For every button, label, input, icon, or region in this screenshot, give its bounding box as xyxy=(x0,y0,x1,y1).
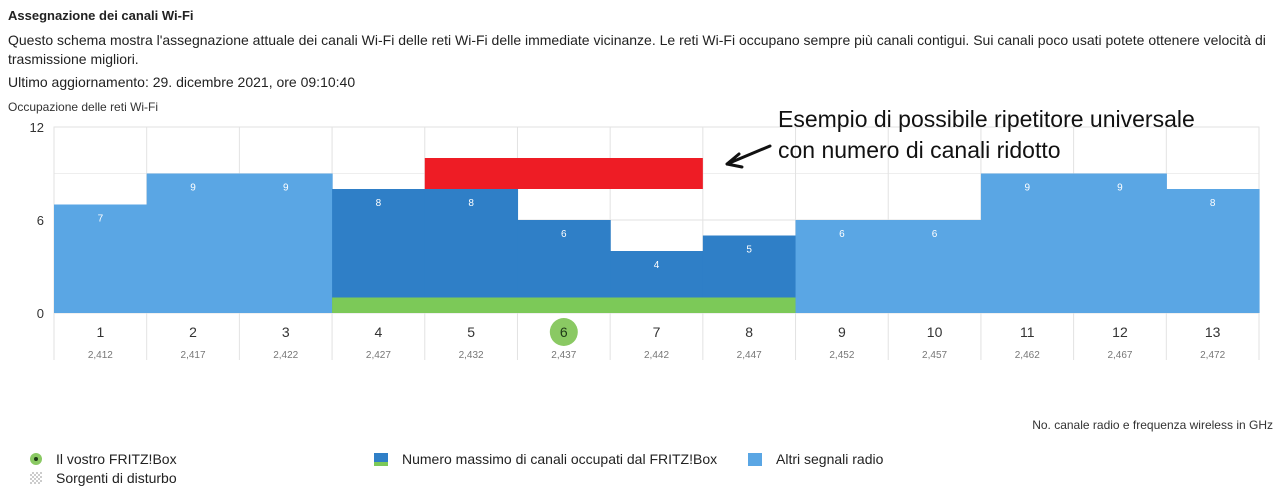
fritzbox-dot-icon xyxy=(30,453,42,465)
x-tick-label: 8 xyxy=(745,324,753,340)
legend-noise-label: Sorgenti di disturbo xyxy=(56,470,177,486)
x-tick-label: 7 xyxy=(653,324,661,340)
x-tick-label: 4 xyxy=(375,324,383,340)
repeater-annotation: Esempio di possibile ripetitore universa… xyxy=(778,104,1195,166)
current-channel-marker xyxy=(549,318,578,346)
annotation-arrow-icon xyxy=(725,144,772,169)
x-tick-label: 13 xyxy=(1205,324,1221,340)
legend-noise: Sorgenti di disturbo xyxy=(30,470,177,486)
legend-max-channels-label: Numero massimo di canali occupati dal FR… xyxy=(402,451,718,467)
chart-bar xyxy=(888,220,982,313)
bar-value-label: 7 xyxy=(98,214,104,225)
frequency-label: 2,447 xyxy=(737,350,762,361)
frequency-label: 2,462 xyxy=(1015,350,1040,361)
repeater-highlight xyxy=(424,158,703,189)
chart-title: Occupazione delle reti Wi-Fi xyxy=(8,100,159,114)
bar-value-label: 9 xyxy=(1117,183,1123,194)
chart-bar xyxy=(980,173,1075,313)
frequency-label: 2,472 xyxy=(1200,350,1225,361)
frequency-label: 2,452 xyxy=(829,350,854,361)
chart-bar xyxy=(795,220,889,313)
chart-bar xyxy=(239,173,333,313)
legend-fritzbox-label: Il vostro FRITZ!Box xyxy=(56,451,177,467)
bar-value-label: 6 xyxy=(839,229,845,240)
x-tick-label: 3 xyxy=(282,324,290,340)
bar-value-label: 6 xyxy=(561,229,567,240)
y-tick-label: 6 xyxy=(37,213,44,228)
frequency-label: 2,442 xyxy=(644,350,669,361)
bar-value-label: 9 xyxy=(1024,183,1030,194)
chart-bar xyxy=(424,189,519,313)
chart-bar xyxy=(1073,173,1167,313)
chart-bar xyxy=(146,173,240,313)
frequency-label: 2,417 xyxy=(181,350,206,361)
max-channels-swatch-icon xyxy=(374,452,388,466)
x-tick-label: 10 xyxy=(927,324,943,340)
frequency-label: 2,427 xyxy=(366,350,391,361)
chart-bar xyxy=(54,204,148,313)
bar-value-label: 4 xyxy=(654,260,660,271)
bar-value-label: 5 xyxy=(746,245,752,256)
annotation-line-2: con numero di canali ridotto xyxy=(778,137,1061,163)
legend-fritzbox: Il vostro FRITZ!Box xyxy=(30,451,177,467)
chart-bar xyxy=(332,189,426,313)
bar-value-label: 8 xyxy=(468,198,474,209)
last-updated: Ultimo aggiornamento: 29. dicembre 2021,… xyxy=(8,74,356,90)
frequency-label: 2,437 xyxy=(551,350,576,361)
frequency-label: 2,412 xyxy=(88,350,113,361)
x-axis-caption: No. canale radio e frequenza wireless in… xyxy=(1032,418,1273,432)
frequency-label: 2,422 xyxy=(273,350,298,361)
legend-other: Altri segnali radio xyxy=(748,451,883,467)
legend-other-label: Altri segnali radio xyxy=(776,451,884,467)
bar-value-label: 8 xyxy=(376,198,382,209)
page-title: Assegnazione dei canali Wi-Fi xyxy=(8,8,194,23)
bar-value-label: 8 xyxy=(1210,198,1216,209)
legend-max-channels: Numero massimo di canali occupati dal FR… xyxy=(374,451,717,467)
annotation-line-1: Esempio di possibile ripetitore universa… xyxy=(778,106,1195,132)
x-tick-label: 5 xyxy=(467,324,475,340)
x-tick-label: 6 xyxy=(560,324,568,340)
bar-value-label: 9 xyxy=(190,183,196,194)
x-tick-label: 2 xyxy=(189,324,197,340)
bar-value-label: 6 xyxy=(932,229,938,240)
x-tick-label: 1 xyxy=(96,324,104,340)
x-tick-label: 11 xyxy=(1020,324,1035,340)
other-signals-swatch-icon xyxy=(748,452,762,466)
fritzbox-range-band xyxy=(332,297,796,313)
y-tick-label: 0 xyxy=(37,306,44,321)
bar-value-label: 9 xyxy=(283,183,289,194)
frequency-label: 2,432 xyxy=(459,350,484,361)
chart-bar xyxy=(1166,189,1260,313)
x-tick-label: 9 xyxy=(838,324,846,340)
frequency-label: 2,457 xyxy=(922,350,947,361)
noise-pattern-icon xyxy=(30,472,42,484)
frequency-label: 2,467 xyxy=(1107,350,1132,361)
page-description: Questo schema mostra l'assegnazione attu… xyxy=(8,32,1266,67)
y-tick-label: 12 xyxy=(30,120,44,135)
x-tick-label: 12 xyxy=(1112,324,1128,340)
